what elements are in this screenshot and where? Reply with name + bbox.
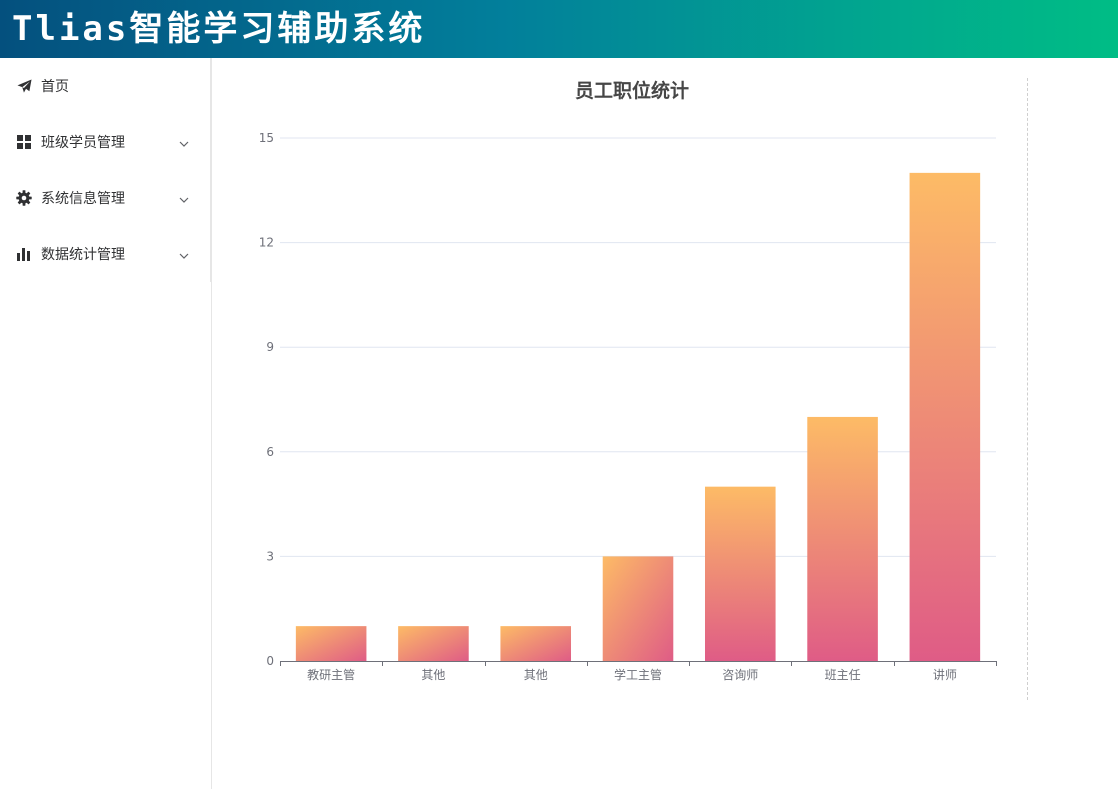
sidebar-border bbox=[211, 282, 212, 789]
chart-bar[interactable] bbox=[909, 172, 981, 661]
sidebar-item-class-student-management[interactable]: 班级学员管理 bbox=[0, 114, 212, 170]
x-tick-label: 讲师 bbox=[933, 667, 957, 682]
chart-bar[interactable] bbox=[807, 416, 878, 661]
chart-bar[interactable] bbox=[602, 556, 674, 661]
bar-chart-icon bbox=[16, 246, 32, 262]
dashed-divider bbox=[1027, 78, 1028, 700]
chart-canvas: 0 3 6 9 12 15 教研主管 其他 其他 学工主管 咨询师 班主任 讲师 bbox=[259, 131, 997, 682]
chevron-down-icon[interactable] bbox=[178, 191, 190, 203]
sidebar-item-label: 系统信息管理 bbox=[41, 191, 125, 207]
chart-bar[interactable] bbox=[500, 626, 572, 661]
grid-icon bbox=[16, 134, 32, 150]
y-tick-label: 0 bbox=[266, 654, 274, 668]
x-tick-label: 学工主管 bbox=[614, 667, 662, 682]
x-tick-label: 班主任 bbox=[825, 668, 861, 682]
y-tick-label: 3 bbox=[266, 549, 274, 563]
gear-icon bbox=[16, 190, 32, 206]
sidebar-item-label: 班级学员管理 bbox=[41, 135, 125, 151]
sidebar-menu: 首页 班级学员管理 bbox=[0, 58, 212, 809]
chevron-down-icon[interactable] bbox=[178, 247, 190, 259]
x-tick-label: 其他 bbox=[421, 668, 445, 682]
x-tick-label: 咨询师 bbox=[722, 667, 758, 682]
y-tick-label: 9 bbox=[266, 340, 274, 354]
app-title: Tlias智能学习辅助系统 bbox=[12, 9, 426, 49]
sidebar-item-system-info-management[interactable]: 系统信息管理 bbox=[0, 170, 212, 226]
chart-bar[interactable] bbox=[704, 486, 776, 661]
chart-title: 员工职位统计 bbox=[574, 80, 689, 102]
x-tick-label: 教研主管 bbox=[307, 667, 355, 682]
sidebar-item-home[interactable]: 首页 bbox=[0, 58, 212, 114]
chevron-down-icon[interactable] bbox=[178, 135, 190, 147]
paper-plane-icon bbox=[16, 78, 32, 94]
chart-bar[interactable] bbox=[398, 626, 469, 661]
position-bar-chart: 0 3 6 9 12 15 教研主管 其他 其他 学工主管 咨询师 班主任 讲师 bbox=[232, 120, 1012, 704]
app-header: Tlias智能学习辅助系统 bbox=[0, 0, 1118, 58]
y-tick-label: 15 bbox=[259, 131, 274, 145]
chart-bar[interactable] bbox=[295, 626, 367, 661]
sidebar-item-statistics-management[interactable]: 数据统计管理 bbox=[0, 226, 212, 282]
sidebar-border bbox=[210, 58, 212, 282]
x-tick-label: 其他 bbox=[524, 668, 548, 682]
sidebar-item-label: 首页 bbox=[41, 79, 69, 95]
y-tick-label: 6 bbox=[266, 445, 274, 459]
sidebar-item-label: 数据统计管理 bbox=[41, 247, 125, 263]
y-tick-label: 12 bbox=[259, 236, 274, 250]
